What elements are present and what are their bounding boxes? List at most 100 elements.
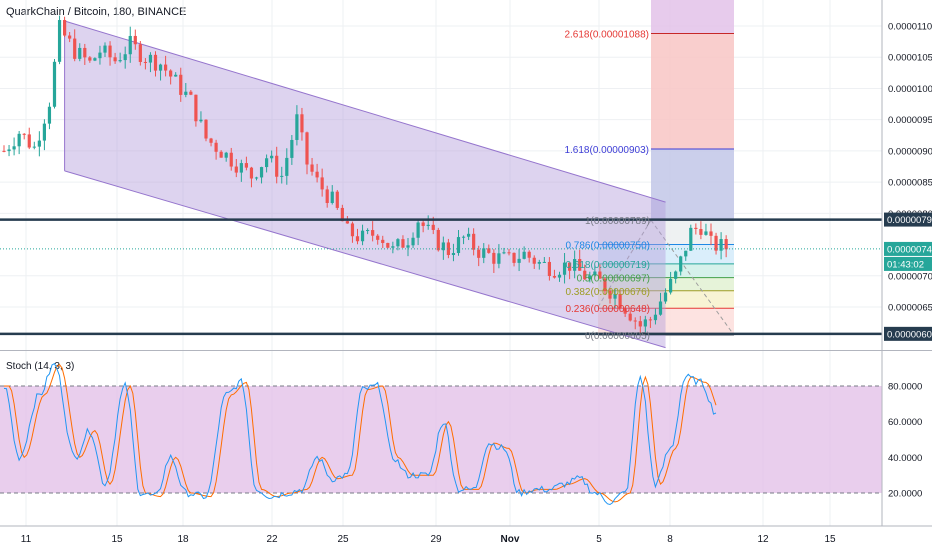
candle-body [426, 224, 430, 226]
candle-body [583, 270, 587, 280]
candle-body [451, 253, 456, 255]
candle-body [295, 114, 299, 140]
candle-body [376, 235, 380, 240]
fib-retracement-band [598, 308, 734, 336]
time-axis[interactable]: 11 15 18 22 25 29 Nov 5 8 12 15 [21, 534, 836, 545]
candle-body [169, 70, 173, 77]
candle-body [658, 301, 663, 315]
time-tick-label: 22 [266, 534, 278, 545]
candle-body [47, 106, 52, 124]
candle-body [709, 231, 713, 236]
fib-zone-blue [651, 149, 734, 221]
candle-body [467, 233, 471, 237]
candle-body [22, 133, 26, 135]
candle-body [239, 163, 243, 173]
candle-body [679, 256, 683, 272]
candle-body [532, 257, 536, 264]
candle-body [179, 74, 183, 95]
candle-body [628, 313, 632, 321]
candle-body [189, 91, 193, 95]
candle-body [12, 146, 16, 150]
candle-body [320, 177, 324, 190]
candle-body [497, 253, 501, 264]
stoch-tick-label: 80.0000 [888, 382, 922, 393]
candle-body [249, 167, 254, 179]
candle-body [113, 57, 117, 62]
candle-body [421, 222, 425, 226]
candle-body [482, 248, 486, 258]
candle-body [214, 142, 218, 152]
candle-body [381, 239, 385, 243]
candle-body [557, 274, 562, 278]
channel-fill [64, 21, 666, 348]
candle-body [648, 319, 652, 321]
candle-body [158, 64, 163, 71]
fib-retracement-label: 1(0.00000789) [585, 216, 650, 227]
candlestick-series [2, 15, 728, 336]
candle-body [345, 221, 349, 224]
candle-body [285, 157, 289, 176]
candle-body [704, 231, 708, 235]
candle-body [224, 152, 228, 158]
candle-body [7, 149, 11, 152]
candle-body [527, 251, 531, 258]
candle-body [552, 275, 557, 278]
candle-body [234, 166, 238, 173]
time-tick-label: 12 [757, 534, 769, 545]
candle-body [547, 261, 551, 276]
horizontal-levels[interactable] [0, 218, 882, 336]
candle-body [446, 242, 450, 255]
candle-body [68, 35, 72, 39]
candle-body [502, 252, 506, 254]
candle-body [194, 94, 198, 122]
candle-body [391, 246, 395, 248]
fib-retracement-label: 0.786(0.00000750) [565, 241, 650, 252]
candle-body [517, 258, 521, 263]
time-tick-label: 29 [430, 534, 442, 545]
candle-body [27, 134, 31, 148]
price-badge-label: 01:43:02 [887, 259, 924, 270]
candle-body [537, 261, 541, 264]
fib-trend-dashed [597, 219, 652, 308]
candle-body [219, 151, 223, 158]
fib-labels-layer: 2.618(0.00001088) 1.618(0.00000903) 1(0.00… [564, 29, 650, 342]
channel-upper-line [64, 20, 666, 203]
candle-body [184, 91, 188, 95]
candle-body [724, 239, 728, 250]
candle-body [229, 152, 233, 167]
stoch-indicator-label: Stoch (14, 3, 3) [6, 361, 75, 372]
stoch-d-line [4, 363, 717, 503]
candle-body [603, 278, 607, 291]
candle-body [32, 146, 36, 148]
candle-body [638, 321, 642, 327]
candle-body [93, 58, 97, 61]
fib-zone-red [651, 33, 734, 150]
stoch-tick-label: 60.0000 [888, 417, 922, 428]
candle-body [88, 57, 92, 61]
time-tick-label: 11 [21, 534, 32, 545]
candle-body [674, 271, 678, 279]
candle-body [133, 35, 137, 45]
candle-body [17, 133, 21, 147]
candle-body [199, 119, 203, 122]
candle-body [300, 114, 304, 133]
candle-body [456, 237, 461, 254]
price-badge [884, 256, 932, 271]
candle-body [653, 314, 658, 321]
candle-body [153, 54, 158, 71]
time-tick-label: 8 [667, 534, 673, 545]
candle-body [386, 242, 390, 248]
candle-body [568, 262, 572, 271]
candle-body [204, 119, 208, 139]
candle-body [37, 140, 41, 147]
candle-body [578, 259, 582, 271]
parallel-channel[interactable] [64, 20, 666, 349]
candle-body [436, 229, 440, 251]
candle-body [371, 230, 375, 236]
candle-body [335, 191, 339, 208]
